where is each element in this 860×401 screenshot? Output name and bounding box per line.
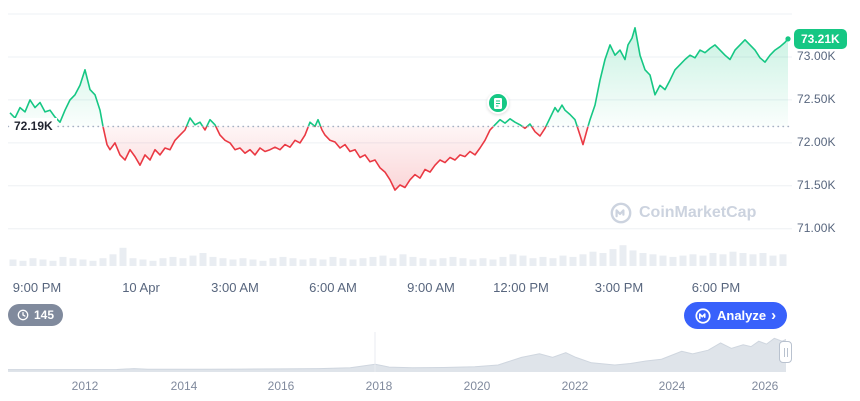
current-price-badge: 73.21K	[794, 29, 847, 49]
volume-bars	[9, 245, 787, 266]
news-annotation-marker[interactable]	[487, 92, 509, 114]
x-axis-label: 9:00 AM	[407, 280, 455, 295]
history-clock-icon	[17, 309, 29, 321]
y-axis-label: 72.50K	[797, 92, 836, 106]
coinmarketcap-logo-icon	[695, 307, 711, 324]
year-label: 2022	[561, 379, 589, 393]
document-icon	[494, 97, 502, 109]
x-axis-label: 10 Apr	[122, 280, 160, 295]
x-axis-label: 9:00 PM	[12, 280, 62, 295]
area-below-baseline	[103, 126, 589, 191]
y-axis-label: 73.00K	[797, 49, 836, 63]
year-label: 2012	[71, 379, 99, 393]
x-axis-label: 6:00 AM	[309, 280, 357, 295]
coinmarketcap-logo-icon	[610, 202, 632, 224]
year-label: 2016	[267, 379, 295, 393]
watermark-text: CoinMarketCap	[639, 204, 757, 221]
x-axis-label: 3:00 PM	[594, 280, 644, 295]
chevron-right-icon: ›	[771, 307, 777, 324]
x-axis-label: 12:00 PM	[493, 280, 549, 295]
coinmarketcap-watermark: CoinMarketCap	[610, 202, 756, 224]
previous-close-label: 72.19K	[10, 118, 57, 134]
analyze-button[interactable]: Analyze ›	[684, 302, 788, 329]
analyze-label: Analyze	[717, 308, 767, 323]
y-axis-label: 71.00K	[797, 221, 836, 235]
history-count: 145	[34, 308, 55, 322]
brush-area	[8, 338, 786, 372]
history-count-badge[interactable]: 145	[8, 304, 64, 326]
price-chart[interactable]	[8, 8, 792, 270]
y-axis-label: 71.50K	[797, 178, 836, 192]
year-label: 2014	[170, 379, 198, 393]
year-label: 2018	[365, 379, 393, 393]
last-price-dot	[785, 36, 791, 42]
area-above-baseline	[10, 27, 788, 127]
price-line-up	[9, 27, 789, 127]
year-label: 2026	[751, 379, 779, 393]
timeline-brush[interactable]	[8, 332, 786, 372]
year-label: 2024	[658, 379, 686, 393]
brush-right-handle[interactable]	[779, 341, 792, 363]
x-axis-label: 6:00 PM	[691, 280, 741, 295]
x-axis-label: 3:00 AM	[211, 280, 259, 295]
price-line-down	[102, 126, 589, 191]
year-label: 2020	[463, 379, 491, 393]
y-axis-label: 72.00K	[797, 135, 836, 149]
brush-outline	[8, 337, 786, 371]
